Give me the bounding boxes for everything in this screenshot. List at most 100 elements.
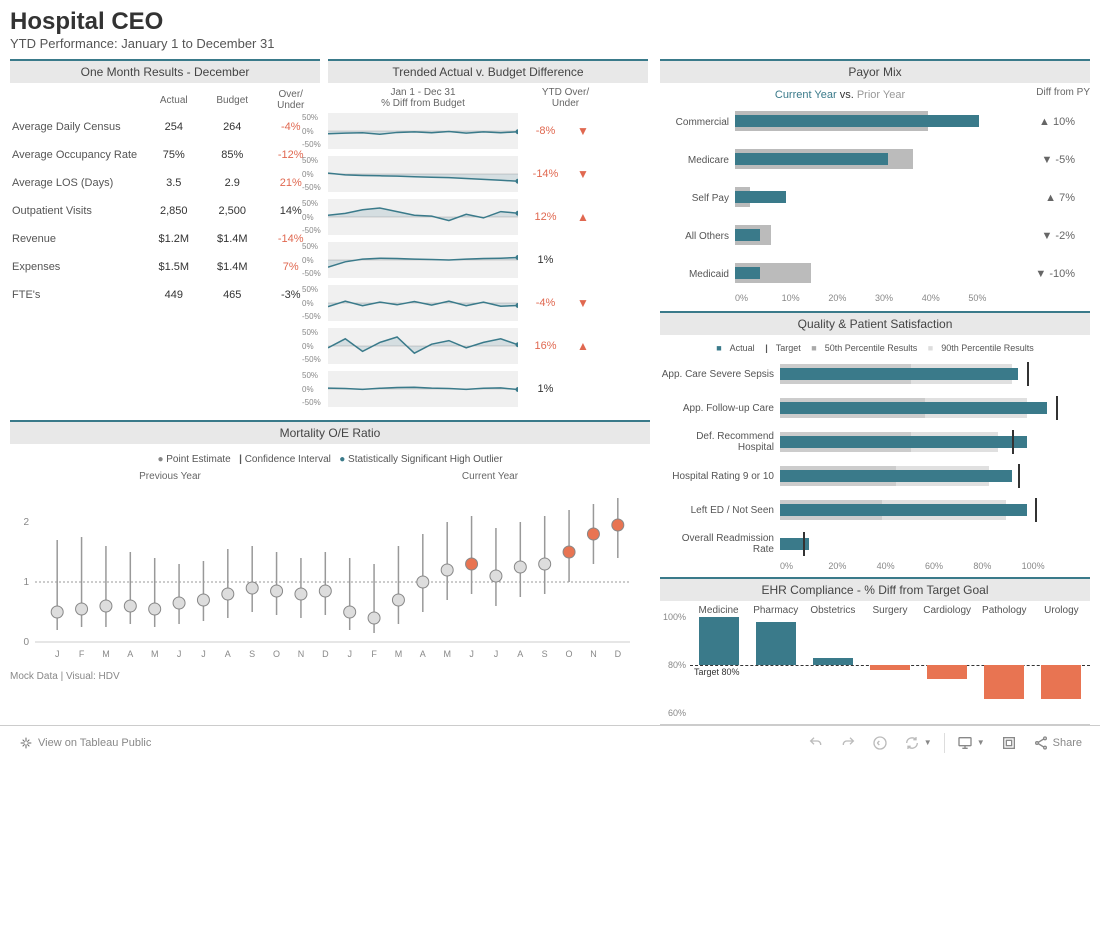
svg-text:M: M xyxy=(395,649,403,659)
ehr-col-label: Cardiology xyxy=(919,605,976,616)
ytd-value: 1% xyxy=(518,254,573,266)
metric-row: Average Occupancy Rate 75% 85% -12% xyxy=(10,141,320,169)
ehr-header: EHR Compliance - % Diff from Target Goal xyxy=(660,577,1090,601)
metric-label: Average Occupancy Rate xyxy=(10,141,145,169)
metric-budget: $1.4M xyxy=(203,253,261,281)
ytd-arrow-icon: ▲ xyxy=(573,339,593,353)
ytd-arrow-icon: ▲ xyxy=(573,210,593,224)
one-month-panel: One Month Results - December Actual Budg… xyxy=(10,59,320,410)
quality-row: Def. Recommend Hospital xyxy=(660,425,1090,459)
mortality-panel: Mortality O/E Ratio ● Point Estimate | C… xyxy=(10,420,650,665)
metric-budget: 2.9 xyxy=(203,169,261,197)
ehr-col: Obstetrics xyxy=(804,605,861,724)
quality-bars xyxy=(780,429,1070,455)
svg-text:A: A xyxy=(127,649,133,659)
trend-row: 50% 0% -50% -14% ▼ xyxy=(328,152,648,195)
metric-actual: 75% xyxy=(145,141,203,169)
payor-diff: ▼ -10% xyxy=(1015,268,1075,280)
svg-text:S: S xyxy=(542,649,548,659)
payor-row: Self Pay ▲ 7% xyxy=(660,179,1090,217)
svg-text:O: O xyxy=(566,649,573,659)
share-button[interactable]: Share xyxy=(1025,735,1090,751)
payor-diff: ▲ 7% xyxy=(1015,192,1075,204)
svg-text:A: A xyxy=(517,649,523,659)
trend-row: 50% 0% -50% 1% xyxy=(328,367,648,410)
trended-panel: Trended Actual v. Budget Difference Jan … xyxy=(328,59,648,410)
metric-actual: 449 xyxy=(145,281,203,309)
metric-budget: 264 xyxy=(203,113,261,141)
payor-py-label: Prior Year xyxy=(857,89,905,101)
device-icon xyxy=(957,735,973,751)
quality-label: App. Follow-up Care xyxy=(660,403,780,414)
metric-budget: 2,500 xyxy=(203,197,261,225)
quality-bars xyxy=(780,497,1070,523)
view-on-tableau-button[interactable]: View on Tableau Public xyxy=(10,735,159,751)
undo-icon xyxy=(808,735,824,751)
redo-button[interactable] xyxy=(832,735,864,751)
tableau-icon xyxy=(18,735,34,751)
redo-icon xyxy=(840,735,856,751)
page-subtitle: YTD Performance: January 1 to December 3… xyxy=(10,36,1090,51)
trend-row: 50% 0% -50% 16% ▲ xyxy=(328,324,648,367)
svg-text:J: J xyxy=(494,649,499,659)
svg-text:2: 2 xyxy=(23,517,29,528)
fullscreen-icon xyxy=(1001,735,1017,751)
undo-button[interactable] xyxy=(800,735,832,751)
payor-row: Commercial ▲ 10% xyxy=(660,103,1090,141)
quality-bars xyxy=(780,463,1070,489)
ytd-arrow-icon: ▼ xyxy=(573,296,593,310)
svg-text:F: F xyxy=(371,649,377,659)
payor-bars xyxy=(735,107,1015,137)
payor-row: All Others ▼ -2% xyxy=(660,217,1090,255)
quality-label: App. Care Severe Sepsis xyxy=(660,369,780,380)
metric-actual: 254 xyxy=(145,113,203,141)
ehr-col-label: Medicine xyxy=(690,605,747,616)
fullscreen-button[interactable] xyxy=(993,735,1025,751)
metric-budget: 85% xyxy=(203,141,261,169)
payor-label: Self Pay xyxy=(660,193,735,204)
metric-actual: $1.2M xyxy=(145,225,203,253)
ehr-bar xyxy=(927,665,967,679)
ehr-col: Surgery xyxy=(861,605,918,724)
trend-sub-left: Jan 1 - Dec 31 % Diff from Budget xyxy=(328,87,518,109)
ehr-col-label: Obstetrics xyxy=(804,605,861,616)
quality-label: Def. Recommend Hospital xyxy=(660,431,780,453)
svg-text:A: A xyxy=(420,649,426,659)
svg-text:M: M xyxy=(443,649,451,659)
label-curr-year: Current Year xyxy=(330,471,650,482)
ehr-col: Pathology xyxy=(976,605,1033,724)
refresh-icon xyxy=(904,735,920,751)
legend-p50: 50th Percentile Results xyxy=(825,343,918,353)
svg-text:J: J xyxy=(347,649,352,659)
payor-header: Payor Mix xyxy=(660,59,1090,83)
ytd-value: -4% xyxy=(518,297,573,309)
metric-label: Expenses xyxy=(10,253,145,281)
svg-text:M: M xyxy=(151,649,159,659)
svg-text:J: J xyxy=(201,649,206,659)
payor-row: Medicaid ▼ -10% xyxy=(660,255,1090,293)
sparkline: 50% 0% -50% xyxy=(328,199,518,235)
payor-label: All Others xyxy=(660,231,735,242)
trend-row: 50% 0% -50% 1% xyxy=(328,238,648,281)
payor-diff: ▼ -5% xyxy=(1015,154,1075,166)
refresh-button[interactable]: ▼ xyxy=(896,735,940,751)
payor-bars xyxy=(735,259,1015,289)
svg-text:N: N xyxy=(298,649,305,659)
svg-text:M: M xyxy=(102,649,110,659)
metric-row: Expenses $1.5M $1.4M 7% xyxy=(10,253,320,281)
trended-header: Trended Actual v. Budget Difference xyxy=(328,59,648,83)
ytd-value: -14% xyxy=(518,168,573,180)
metric-row: Average Daily Census 254 264 -4% xyxy=(10,113,320,141)
payor-diff: ▲ 10% xyxy=(1015,116,1075,128)
payor-bars xyxy=(735,221,1015,251)
ehr-panel: EHR Compliance - % Diff from Target Goal… xyxy=(660,577,1090,725)
ehr-col: Urology xyxy=(1033,605,1090,724)
device-button[interactable]: ▼ xyxy=(949,735,993,751)
ytd-arrow-icon: ▼ xyxy=(573,124,593,138)
ehr-bar xyxy=(699,617,739,665)
col-actual: Actual xyxy=(145,87,203,113)
payor-label: Medicaid xyxy=(660,269,735,280)
metric-label: Average Daily Census xyxy=(10,113,145,141)
revert-button[interactable] xyxy=(864,735,896,751)
payor-panel: Payor Mix Current Year vs. Prior Year Di… xyxy=(660,59,1090,303)
